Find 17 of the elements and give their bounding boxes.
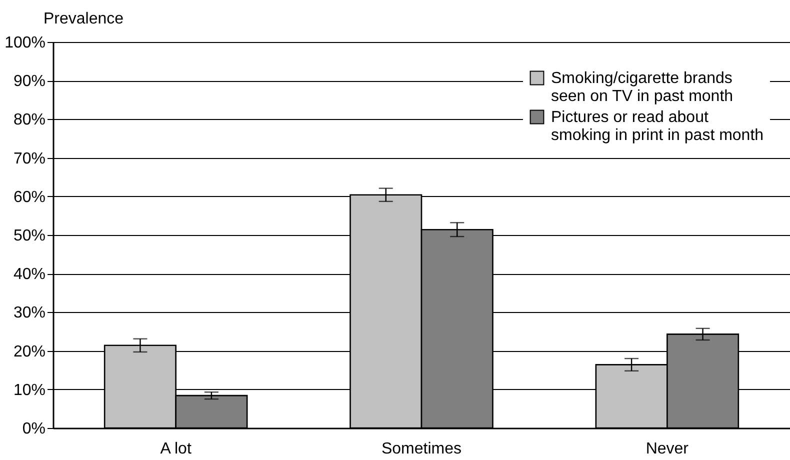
y-tick-label: 40% [13, 266, 46, 284]
y-tick-label: 10% [13, 382, 46, 399]
y-tick-label: 100% [4, 34, 46, 52]
y-tick-label: 60% [13, 188, 46, 206]
legend-label: Pictures or read about smoking in print in past month [551, 109, 764, 144]
y-tick-label: 90% [13, 73, 46, 90]
y-tick-label: 20% [13, 343, 46, 360]
y-tick-label: 0% [22, 420, 46, 438]
y-tick-label: 30% [13, 304, 46, 322]
x-tick-label: Never [646, 440, 690, 458]
y-axis-title: Prevalence [44, 10, 124, 28]
y-tick-label: 50% [13, 228, 46, 244]
x-tick-label: A lot [160, 440, 192, 458]
legend-label: Smoking/cigarette brands seen on TV in past month [551, 70, 734, 105]
y-tick-label: 80% [13, 112, 46, 129]
y-tick-label: 70% [13, 150, 46, 168]
x-tick-label: Sometimes [381, 440, 462, 458]
